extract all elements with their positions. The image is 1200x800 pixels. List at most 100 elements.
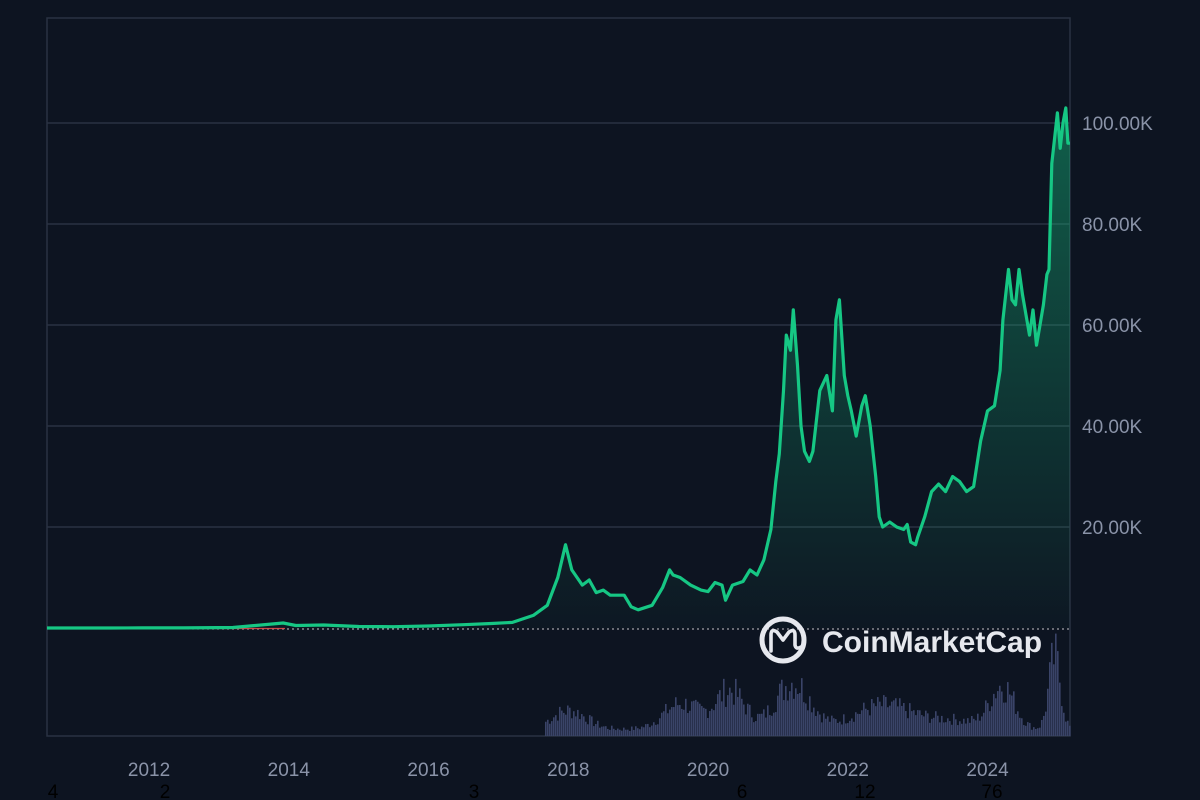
volume-bar <box>705 708 707 736</box>
volume-bar <box>615 730 617 736</box>
volume-bar <box>1037 728 1039 736</box>
volume-bar <box>977 713 979 736</box>
volume-bars <box>545 633 1071 736</box>
volume-bar <box>747 703 749 736</box>
volume-bar <box>1013 691 1015 736</box>
volume-bar <box>979 720 981 736</box>
y-tick-label: 100.00K <box>1082 114 1153 135</box>
volume-bar <box>767 705 769 736</box>
volume-bar <box>565 714 567 736</box>
volume-bar <box>833 718 835 736</box>
volume-bar <box>811 712 813 736</box>
volume-bar <box>561 710 563 736</box>
volume-bar <box>837 722 839 736</box>
x-tick-label: 2014 <box>268 760 311 781</box>
volume-bar <box>581 714 583 736</box>
volume-bar <box>1005 702 1007 736</box>
volume-bar <box>983 712 985 736</box>
volume-bar <box>1065 721 1067 736</box>
volume-bar <box>721 701 723 736</box>
volume-bar <box>707 717 709 736</box>
volume-bar <box>749 704 751 736</box>
volume-bar <box>619 729 621 736</box>
volume-bar <box>985 700 987 736</box>
volume-bar <box>547 719 549 736</box>
volume-bar <box>597 720 599 736</box>
price-line <box>47 106 1070 630</box>
volume-bar <box>813 707 815 736</box>
volume-bar <box>877 697 879 736</box>
volume-bar <box>753 722 755 736</box>
volume-bar <box>803 702 805 736</box>
volume-bar <box>841 724 843 736</box>
volume-bar <box>587 724 589 736</box>
volume-bar <box>649 727 651 736</box>
volume-bar <box>1043 715 1045 736</box>
volume-bar <box>1031 729 1033 736</box>
volume-bar <box>885 696 887 736</box>
volume-bar <box>651 725 653 736</box>
volume-bar <box>883 695 885 736</box>
volume-bar <box>891 701 893 736</box>
stray-label: 2 <box>160 782 171 800</box>
volume-bar <box>867 710 869 736</box>
volume-bar <box>675 697 677 736</box>
volume-bar <box>593 726 595 736</box>
volume-bar <box>623 727 625 736</box>
volume-bar <box>851 718 853 736</box>
volume-bar <box>817 711 819 736</box>
volume-bar <box>913 710 915 736</box>
volume-bar <box>703 707 705 736</box>
volume-bar <box>727 695 729 736</box>
stray-label: 3 <box>469 782 480 800</box>
volume-bar <box>639 729 641 736</box>
volume-bar <box>991 706 993 736</box>
volume-bar <box>889 705 891 736</box>
volume-bar <box>905 711 907 736</box>
volume-bar <box>631 726 633 736</box>
volume-bar <box>1063 712 1065 736</box>
volume-bar <box>895 698 897 736</box>
volume-bar <box>1057 651 1059 736</box>
volume-bar <box>823 713 825 736</box>
volume-bar <box>1045 711 1047 736</box>
x-tick-label: 2016 <box>407 760 449 781</box>
volume-bar <box>881 706 883 736</box>
volume-bar <box>789 691 791 736</box>
y-axis-tick-labels: 20.00K 40.00K 60.00K 80.00K 100.00K <box>1082 114 1153 539</box>
volume-bar <box>953 713 955 736</box>
volume-bar <box>799 693 801 736</box>
volume-bar <box>583 716 585 736</box>
volume-bar <box>611 725 613 736</box>
volume-bar <box>809 696 811 736</box>
volume-bar <box>805 703 807 736</box>
y-tick-label: 20.00K <box>1082 518 1143 539</box>
volume-bar <box>1067 720 1069 736</box>
stray-labels: 4 2 3 6 12 76 <box>48 782 1003 800</box>
volume-bar <box>785 686 787 736</box>
volume-bar <box>949 721 951 736</box>
volume-bar <box>673 707 675 736</box>
volume-bar <box>863 702 865 736</box>
volume-bar <box>745 714 747 736</box>
volume-bar <box>775 712 777 736</box>
gridlines <box>47 122 1070 528</box>
volume-bar <box>827 716 829 736</box>
volume-bar <box>713 710 715 736</box>
volume-bar <box>859 713 861 736</box>
volume-bar <box>1017 711 1019 736</box>
volume-bar <box>1025 725 1027 736</box>
volume-bar <box>845 723 847 736</box>
volume-bar <box>941 715 943 736</box>
volume-bar <box>577 709 579 736</box>
volume-bar <box>917 710 919 736</box>
volume-bar <box>1015 713 1017 736</box>
volume-bar <box>999 685 1001 736</box>
volume-bar <box>735 678 737 736</box>
volume-bar <box>875 706 877 736</box>
volume-bar <box>973 718 975 736</box>
volume-bar <box>1035 728 1037 736</box>
volume-bar <box>607 728 609 736</box>
volume-bar <box>677 705 679 736</box>
